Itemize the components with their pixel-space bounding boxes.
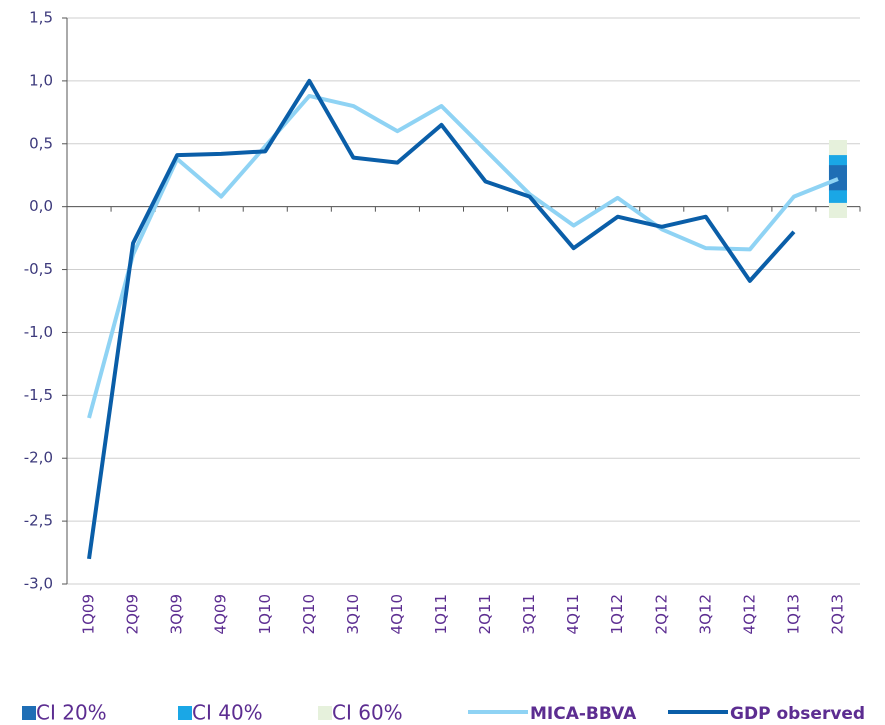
x-tick-label: 1Q09 <box>80 594 98 634</box>
legend-label: CI 60% <box>332 701 403 725</box>
y-tick-label: 1,5 <box>29 9 53 27</box>
y-tick-label: -1,0 <box>24 323 53 341</box>
x-tick-label: 4Q12 <box>740 594 758 634</box>
line-series <box>87 93 839 419</box>
y-tick-label: 0,0 <box>29 197 53 215</box>
x-tick-label: 2Q10 <box>300 594 318 634</box>
legend-swatch <box>318 706 332 720</box>
legend-swatch <box>178 706 192 720</box>
x-tick-label: 3Q11 <box>520 594 538 634</box>
x-tick-label: 3Q10 <box>344 594 362 634</box>
x-tick-label: 2Q11 <box>476 594 494 634</box>
y-tick-label: -1,5 <box>24 386 53 404</box>
legend-swatch <box>22 706 36 720</box>
y-tick-label: -0,5 <box>24 260 53 278</box>
x-tick-label: 1Q11 <box>432 594 450 634</box>
legend-label: GDP observed <box>730 704 865 724</box>
y-tick-label: -2,0 <box>24 449 53 467</box>
x-tick-label: 1Q10 <box>256 594 274 634</box>
legend-label: MICA-BBVA <box>530 704 637 724</box>
x-tick-label: 2Q13 <box>828 594 846 634</box>
x-tick-label: 3Q12 <box>696 594 714 634</box>
x-tick-label: 1Q13 <box>784 594 802 634</box>
legend-label: CI 20% <box>36 701 107 725</box>
y-tick-label: -2,5 <box>24 512 53 530</box>
x-tick-label: 3Q09 <box>168 594 186 634</box>
x-tick-label: 4Q11 <box>564 594 582 634</box>
y-tick-label: -3,0 <box>24 575 53 593</box>
legend-label: CI 40% <box>192 701 263 725</box>
x-tick-label: 1Q12 <box>608 594 626 634</box>
x-tick-label: 4Q09 <box>212 594 230 634</box>
x-tick-label: 2Q12 <box>652 594 670 634</box>
line-series <box>87 78 796 560</box>
y-tick-label: 1,0 <box>29 71 53 89</box>
y-tick-label: 0,5 <box>29 134 53 152</box>
confidence-interval <box>828 165 847 191</box>
x-tick-label: 2Q09 <box>124 594 142 634</box>
x-tick-label: 4Q10 <box>388 594 406 634</box>
